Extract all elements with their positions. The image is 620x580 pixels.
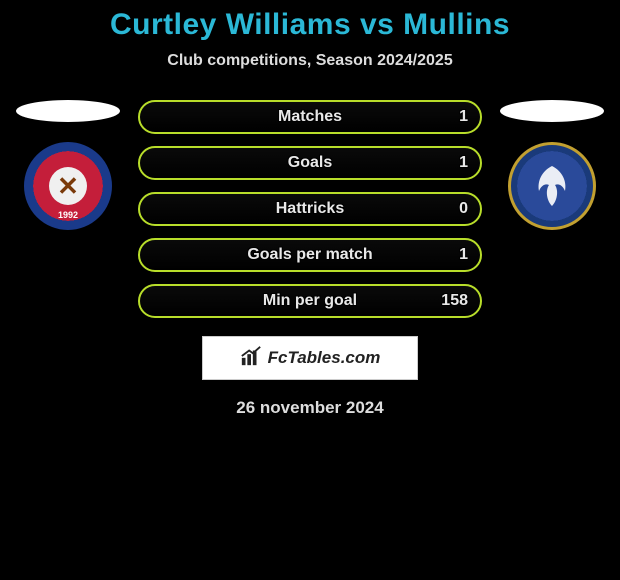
left-player-avatar-placeholder	[16, 100, 120, 122]
stats-column: Matches 1 Goals 1 Hattricks 0 Goals per …	[138, 100, 482, 318]
stat-row-hattricks: Hattricks 0	[138, 192, 482, 226]
main-row: 1992 Matches 1 Goals 1 Hattricks 0 Goals…	[0, 100, 620, 318]
left-team-crest: 1992	[24, 142, 112, 230]
subtitle: Club competitions, Season 2024/2025	[0, 52, 620, 70]
page-title: Curtley Williams vs Mullins	[0, 8, 620, 42]
right-player-avatar-placeholder	[500, 100, 604, 122]
bar-chart-icon	[240, 345, 262, 372]
right-player-col	[500, 100, 604, 230]
stat-label: Goals	[140, 154, 480, 172]
stat-label: Hattricks	[140, 200, 480, 218]
stat-label: Matches	[140, 108, 480, 126]
comparison-widget: Curtley Williams vs Mullins Club competi…	[0, 0, 620, 418]
stat-label: Goals per match	[140, 246, 480, 264]
stat-row-min-per-goal: Min per goal 158	[138, 284, 482, 318]
stat-label: Min per goal	[140, 292, 480, 310]
date-text: 26 november 2024	[0, 398, 620, 418]
phoenix-icon	[522, 156, 582, 216]
crest-year: 1992	[58, 211, 78, 221]
stat-row-goals: Goals 1	[138, 146, 482, 180]
brand-text: FcTables.com	[268, 348, 381, 368]
stat-row-goals-per-match: Goals per match 1	[138, 238, 482, 272]
brand-badge[interactable]: FcTables.com	[202, 336, 418, 380]
stat-value: 1	[459, 154, 468, 172]
stat-row-matches: Matches 1	[138, 100, 482, 134]
stat-value: 158	[441, 292, 468, 310]
left-player-col: 1992	[16, 100, 120, 230]
crest-hammers-icon	[49, 167, 87, 205]
stat-value: 0	[459, 200, 468, 218]
right-team-crest	[508, 142, 596, 230]
stat-value: 1	[459, 246, 468, 264]
stat-value: 1	[459, 108, 468, 126]
